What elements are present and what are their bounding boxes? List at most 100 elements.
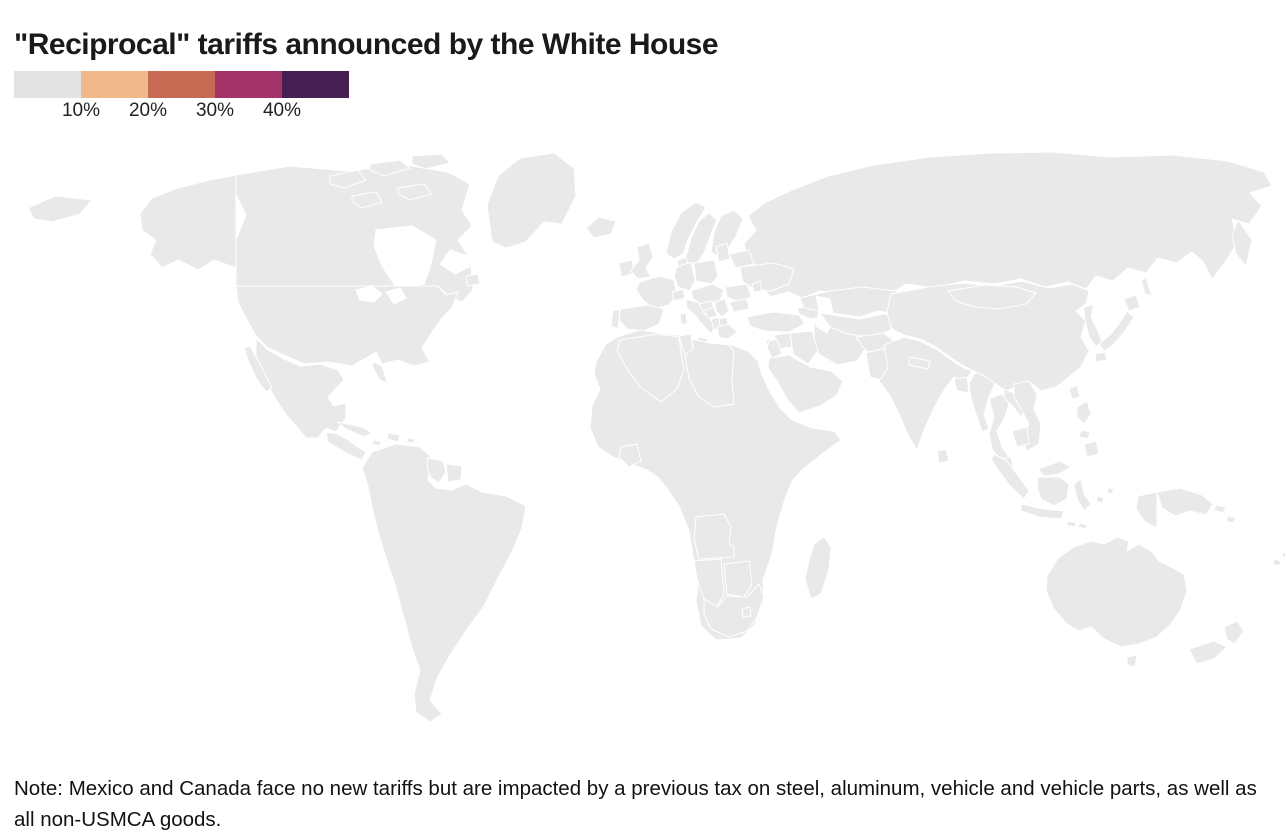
map-region-kalimantan	[1036, 476, 1070, 507]
legend-swatch-40	[282, 71, 349, 98]
map-region-russia	[743, 151, 1273, 299]
map-region-ireland	[618, 259, 635, 278]
map-region-honshu	[1098, 310, 1135, 352]
map-region-sakhalin	[1140, 277, 1153, 297]
map-region-sulawesi	[1073, 478, 1092, 512]
map-region-india	[878, 336, 973, 451]
map-region-maluku-1	[1095, 495, 1105, 504]
map-region-arabian-peninsula	[767, 354, 844, 414]
map-region-botswana	[723, 560, 753, 598]
map-region-java	[1020, 503, 1065, 520]
map-region-libya	[684, 338, 735, 408]
map-region-serbia	[714, 298, 730, 318]
great-lakes-west	[355, 285, 383, 303]
map-region-central-asia	[819, 312, 898, 338]
map-region-switzerland	[671, 288, 686, 302]
map-region-bangladesh	[953, 376, 970, 394]
page-title: "Reciprocal" tariffs announced by the Wh…	[14, 28, 719, 62]
map-region-maluku-2	[1106, 487, 1115, 495]
map-region-united-kingdom	[630, 242, 654, 280]
map-region-west-papua	[1135, 491, 1158, 529]
map-region-nz-south	[1188, 640, 1228, 665]
map-region-cote-divoire	[618, 443, 642, 468]
map-region-australia	[1045, 536, 1188, 648]
map-region-kamchatka	[1231, 219, 1253, 267]
map-region-cambodia	[1011, 426, 1030, 448]
map-region-iceland	[585, 216, 617, 239]
legend-tick-40: 40%	[262, 100, 302, 121]
map-region-thailand	[988, 393, 1010, 462]
legend: 10% 20% 30% 40%	[14, 71, 349, 121]
map-region-taiwan	[1068, 384, 1081, 400]
map-region-vietnam	[1013, 380, 1042, 452]
map-region-nusa-2	[1077, 522, 1089, 530]
map-region-jamaica	[371, 439, 383, 447]
map-region-united-states	[235, 285, 459, 367]
map-region-sweden	[685, 212, 718, 265]
map-region-china	[886, 280, 1090, 392]
map-region-portugal	[610, 308, 621, 330]
great-lakes-east	[385, 287, 407, 305]
map-region-bulgaria	[728, 298, 750, 313]
map-region-mongolia	[947, 284, 1037, 310]
map-region-madagascar	[804, 536, 832, 600]
map-region-canada	[235, 164, 474, 303]
map-region-south-africa	[703, 583, 765, 638]
map-region-alaska	[139, 174, 237, 271]
map-region-new-britain	[1213, 504, 1227, 514]
map-region-central-america	[325, 431, 367, 461]
map-region-algeria	[616, 333, 685, 403]
legend-tick-10: 10%	[61, 100, 101, 121]
map-region-kyushu	[1094, 351, 1108, 363]
map-region-png-island	[1225, 515, 1237, 524]
map-region-moldova	[751, 280, 763, 293]
map-region-hispaniola	[386, 432, 401, 443]
map-region-france	[635, 275, 678, 310]
map-region-fiji-2	[1281, 551, 1286, 558]
map-region-angola	[693, 513, 735, 560]
map-region-sumatra	[990, 453, 1030, 500]
map-region-israel-jordan	[766, 338, 783, 359]
map-region-nz-north	[1223, 620, 1245, 645]
map-region-hokkaido	[1123, 294, 1141, 312]
map-region-arctic-island-3	[411, 153, 451, 170]
map-region-sri-lanka	[936, 448, 950, 464]
map-region-nepal	[908, 356, 931, 370]
map-region-lesotho	[741, 606, 752, 618]
legend-swatch-row	[14, 71, 349, 98]
map-region-germany	[673, 261, 696, 292]
map-region-papua-new-guinea	[1156, 487, 1214, 517]
map-region-bosnia	[704, 306, 718, 319]
map-region-tasmania	[1126, 654, 1138, 668]
map-region-poland	[693, 259, 719, 285]
hudson-bay	[373, 225, 437, 291]
footnote: Note: Mexico and Canada face no new tari…	[14, 776, 1257, 832]
map-region-malaysia-borneo	[1037, 460, 1072, 477]
map-region-guyana	[426, 457, 447, 484]
map-region-greece	[716, 323, 738, 340]
map-region-florida	[371, 361, 389, 385]
map-region-baltics	[715, 242, 731, 263]
map-region-south-america	[361, 443, 527, 723]
map-region-korea	[1083, 303, 1103, 348]
map-region-nusa-1	[1065, 520, 1078, 528]
legend-swatch-20	[148, 71, 215, 98]
legend-swatch-gray	[14, 71, 81, 98]
map-region-norway	[665, 201, 707, 260]
map-region-visayas	[1078, 429, 1091, 440]
map-region-arctic-island-4	[351, 191, 383, 209]
map-region-fiji-1	[1272, 558, 1282, 567]
map-region-sardinia	[679, 312, 688, 325]
legend-tick-20: 20%	[128, 100, 168, 121]
map-region-suriname	[445, 463, 463, 483]
map-region-arctic-island-5	[397, 183, 433, 201]
legend-swatch-30	[215, 71, 282, 98]
legend-swatch-10	[81, 71, 148, 98]
map-region-mexico	[255, 337, 347, 439]
map-region-baja	[243, 345, 273, 393]
map-region-mindanao	[1083, 440, 1100, 458]
map-region-luzon	[1076, 400, 1092, 425]
map-region-arctic-island-1	[329, 169, 367, 189]
